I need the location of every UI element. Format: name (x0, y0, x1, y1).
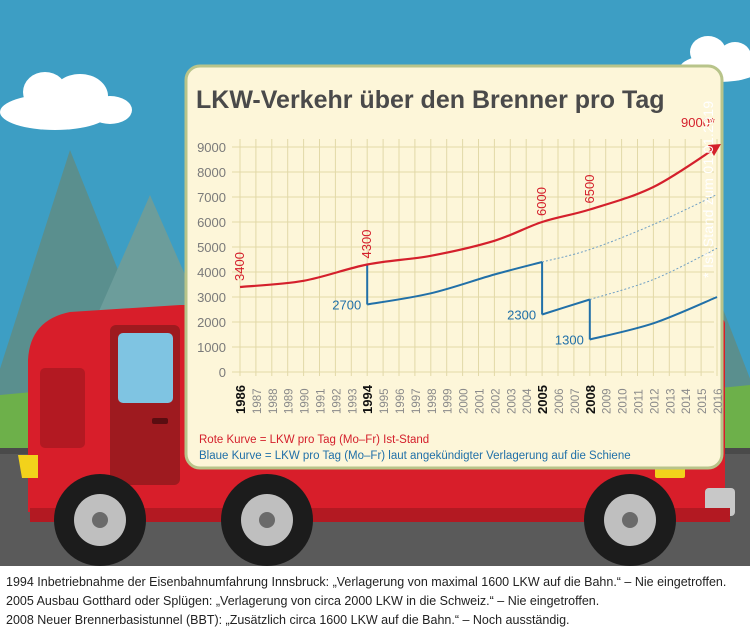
headlight (18, 455, 38, 478)
x-tick-label: 1986 (233, 385, 248, 414)
x-tick-label: 1996 (395, 388, 407, 414)
x-tick-label: 2007 (570, 388, 582, 414)
x-tick-label: 2008 (583, 385, 598, 414)
x-tick-label: 2013 (665, 388, 677, 414)
footnotes-panel: 1994 Inbetriebnahme der Eisenbahnumfahru… (0, 566, 750, 638)
x-tick-label: 1995 (379, 388, 391, 414)
red-series (239, 144, 721, 289)
y-tick-label: 2000 (197, 315, 226, 330)
cloud-left (0, 72, 132, 130)
x-tick-label: 2003 (506, 388, 518, 414)
y-axis: 0 1000 2000 3000 4000 5000 6000 7000 8000 9000 (197, 140, 226, 380)
red-data-label: 9000* (681, 115, 715, 130)
red-curve (239, 146, 718, 289)
x-tick-label: 2016 (713, 388, 725, 414)
x-tick-label: 1988 (268, 388, 280, 414)
x-tick-label: 2005 (535, 385, 550, 414)
x-tick-label: 1994 (360, 384, 375, 414)
blue-series (366, 261, 718, 341)
x-tick-label: 1991 (316, 388, 328, 414)
x-tick-label: 2006 (554, 388, 566, 414)
x-tick-label: 1990 (300, 388, 312, 414)
rear-wheel (584, 474, 676, 566)
y-tick-label: 8000 (197, 165, 226, 180)
x-tick-label: 2014 (681, 388, 693, 414)
x-tick-label: 2002 (490, 388, 502, 414)
x-axis: 1986 1987 1988 1989 1990 1991 1992 1993 1994 1995… (233, 384, 725, 414)
data-labels: 3400 4300 6000 6500 9000* 2700 2300 1300 (232, 115, 715, 348)
x-tick-label: 1997 (411, 388, 423, 414)
x-tick-label: 2004 (522, 388, 534, 414)
red-arrow-head (708, 144, 721, 156)
y-tick-label: 7000 (197, 190, 226, 205)
x-tick-label: 2012 (649, 388, 661, 414)
y-tick-label: 5000 (197, 240, 226, 255)
projection-lines (541, 194, 718, 300)
x-tick-label: 2009 (602, 388, 614, 414)
y-tick-label: 6000 (197, 215, 226, 230)
x-tick-label: 2001 (475, 388, 487, 414)
legend-red: Rote Kurve = LKW pro Tag (Mo–Fr) Ist-Sta… (199, 434, 429, 446)
x-tick-label: 1989 (284, 388, 296, 414)
x-tick-label: 2000 (459, 388, 471, 414)
red-data-label: 6500 (582, 175, 597, 204)
x-tick-label: 1992 (331, 388, 343, 414)
red-data-label: 3400 (232, 252, 247, 281)
red-data-label: 4300 (359, 230, 374, 259)
y-tick-label: 1000 (197, 340, 226, 355)
x-tick-label: 2015 (697, 388, 709, 414)
x-tick-label: 1998 (427, 388, 439, 414)
side-note: * Ist-Stand zum 01.01.2019 (700, 100, 716, 278)
red-data-label: 6000 (534, 187, 549, 216)
x-tick-label: 2011 (634, 389, 646, 414)
blue-data-label: 1300 (555, 333, 584, 348)
blue-data-label: 2300 (507, 308, 536, 323)
x-tick-label: 1987 (252, 388, 264, 414)
door-handle (152, 418, 168, 424)
footnote-2008: 2008 Neuer Brennerbasistunnel (BBT): „Zu… (6, 613, 570, 627)
blue-data-label: 2700 (332, 298, 361, 313)
blue-curve-segment (589, 296, 718, 341)
projection-dotted-line (589, 247, 718, 300)
x-tick-label: 2010 (618, 388, 630, 414)
y-tick-label: 9000 (197, 140, 226, 155)
footnote-2005: 2005 Ausbau Gotthard oder Splügen: „Verl… (6, 594, 600, 608)
y-tick-label: 0 (219, 365, 226, 380)
y-tick-label: 3000 (197, 290, 226, 305)
chart-title: LKW-Verkehr über den Brenner pro Tag (196, 86, 665, 114)
front-wheel (54, 474, 146, 566)
truck-window (118, 333, 173, 403)
x-tick-label: 1999 (443, 388, 455, 414)
middle-wheel (221, 474, 313, 566)
footnote-1994: 1994 Inbetriebnahme der Eisenbahnumfahru… (6, 575, 727, 589)
legend-blue: Blaue Kurve = LKW pro Tag (Mo–Fr) laut a… (199, 450, 631, 462)
x-tick-label: 1993 (347, 388, 359, 414)
chart-grid (232, 139, 718, 376)
blue-curve-segment (367, 261, 543, 306)
blue-curve-segment (541, 298, 591, 316)
y-tick-label: 4000 (197, 265, 226, 280)
